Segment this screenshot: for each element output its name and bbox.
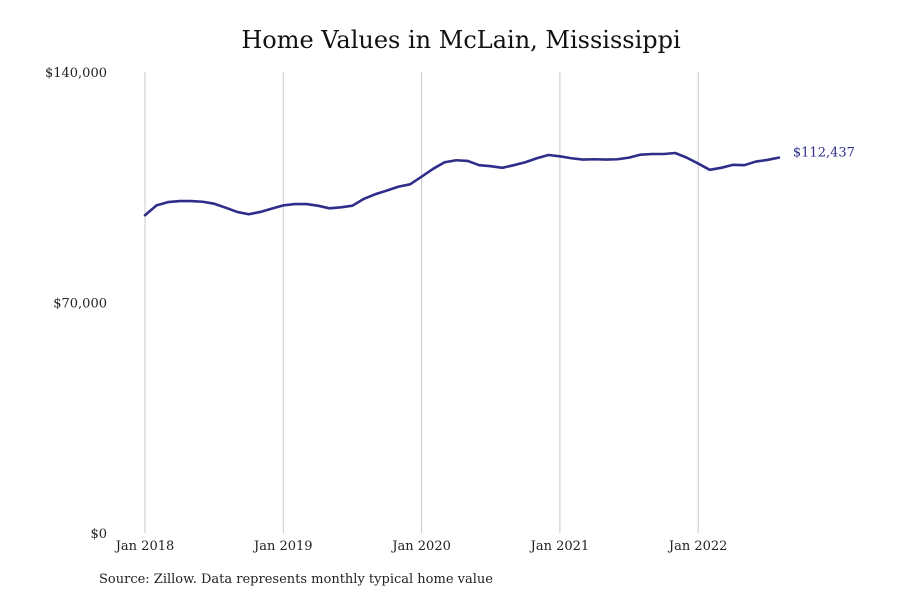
y-tick-label: $0: [90, 527, 107, 542]
x-tick-label: Jan 2018: [114, 539, 175, 554]
chart-title: Home Values in McLain, Mississippi: [241, 26, 681, 54]
series-line: [143, 151, 781, 217]
x-tick-label: Jan 2020: [390, 539, 451, 554]
source-note: Source: Zillow. Data represents monthly …: [99, 572, 493, 587]
y-tick-label: $140,000: [45, 66, 107, 81]
x-tick-label: Jan 2021: [529, 539, 590, 554]
x-tick-label: Jan 2022: [667, 539, 728, 554]
y-tick-label: $70,000: [53, 297, 107, 312]
x-tick-label: Jan 2019: [252, 539, 313, 554]
end-value-label: $112,437: [793, 146, 855, 161]
